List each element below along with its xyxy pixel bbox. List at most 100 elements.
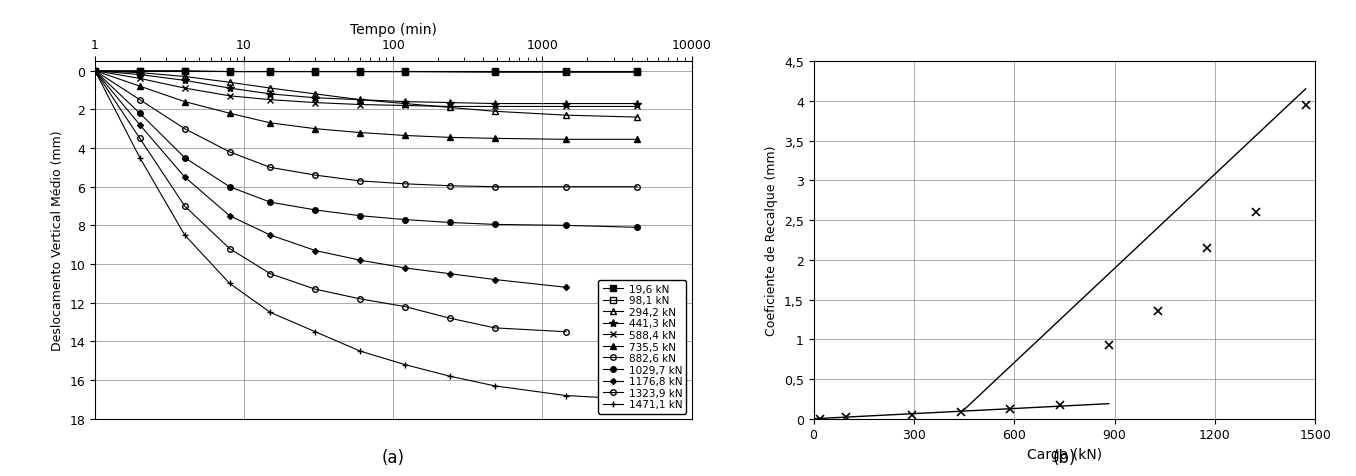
882,6 kN	[557, 185, 574, 190]
1471,1 kN	[353, 348, 369, 354]
1323,9 kN	[557, 329, 574, 335]
Y-axis label: Deslocamento Vertical Médio (mm): Deslocamento Vertical Médio (mm)	[50, 130, 64, 350]
441,3 kN	[262, 92, 278, 98]
1176,8 kN	[87, 69, 103, 74]
1029,7 kN	[397, 217, 414, 223]
735,5 kN	[262, 121, 278, 127]
1471,1 kN	[306, 329, 323, 335]
Line: 294,2 kN: 294,2 kN	[92, 69, 640, 120]
19,6 kN	[262, 69, 278, 74]
19,6 kN	[353, 69, 369, 74]
Y-axis label: Coeficiente de Recalque (mm): Coeficiente de Recalque (mm)	[765, 145, 778, 336]
588,4 kN	[353, 102, 369, 108]
1323,9 kN	[353, 297, 369, 302]
735,5 kN	[306, 127, 323, 132]
294,2 kN	[221, 80, 237, 86]
588,4 kN	[132, 76, 148, 82]
1029,7 kN	[557, 223, 574, 229]
882,6 kN	[306, 173, 323, 178]
Text: (a): (a)	[382, 448, 404, 466]
735,5 kN	[487, 136, 503, 142]
441,3 kN	[442, 100, 458, 106]
Line: 882,6 kN: 882,6 kN	[92, 69, 640, 190]
735,5 kN	[397, 133, 414, 139]
Text: (b): (b)	[1052, 448, 1077, 466]
294,2 kN	[397, 101, 414, 107]
294,2 kN	[87, 69, 103, 74]
1176,8 kN	[132, 123, 148, 129]
98,1 kN	[306, 69, 323, 75]
735,5 kN	[87, 69, 103, 74]
1176,8 kN	[306, 248, 323, 254]
1176,8 kN	[176, 175, 193, 180]
441,3 kN	[87, 69, 103, 74]
882,6 kN	[442, 183, 458, 189]
19,6 kN	[87, 69, 103, 74]
Line: 19,6 kN: 19,6 kN	[92, 69, 640, 74]
1323,9 kN	[132, 136, 148, 142]
1323,9 kN	[221, 246, 237, 252]
19,6 kN	[221, 69, 237, 74]
735,5 kN	[132, 84, 148, 90]
735,5 kN	[353, 130, 369, 136]
1323,9 kN	[397, 304, 414, 310]
98,1 kN	[557, 70, 574, 76]
882,6 kN	[397, 181, 414, 187]
Line: 441,3 kN: 441,3 kN	[91, 68, 641, 109]
588,4 kN	[176, 86, 193, 92]
1471,1 kN	[221, 281, 237, 287]
1029,7 kN	[629, 225, 645, 231]
294,2 kN	[442, 105, 458, 111]
588,4 kN	[557, 104, 574, 110]
1029,7 kN	[87, 69, 103, 74]
19,6 kN	[397, 69, 414, 74]
735,5 kN	[176, 99, 193, 105]
441,3 kN	[629, 101, 645, 107]
1029,7 kN	[132, 111, 148, 117]
1471,1 kN	[557, 393, 574, 398]
588,4 kN	[221, 94, 237, 99]
441,3 kN	[306, 96, 323, 101]
441,3 kN	[353, 98, 369, 103]
1471,1 kN	[132, 156, 148, 161]
1029,7 kN	[442, 220, 458, 226]
19,6 kN	[557, 69, 574, 74]
882,6 kN	[221, 150, 237, 156]
735,5 kN	[629, 137, 645, 143]
98,1 kN	[132, 69, 148, 74]
19,6 kN	[487, 69, 503, 74]
441,3 kN	[397, 99, 414, 105]
294,2 kN	[262, 86, 278, 92]
1176,8 kN	[487, 277, 503, 283]
Line: 1323,9 kN: 1323,9 kN	[92, 69, 568, 335]
1029,7 kN	[176, 156, 193, 161]
1176,8 kN	[221, 213, 237, 219]
588,4 kN	[306, 100, 323, 106]
1323,9 kN	[87, 69, 103, 74]
441,3 kN	[221, 86, 237, 92]
1471,1 kN	[629, 397, 645, 402]
441,3 kN	[132, 72, 148, 78]
1471,1 kN	[397, 362, 414, 367]
1323,9 kN	[176, 204, 193, 209]
1471,1 kN	[487, 383, 503, 389]
1176,8 kN	[442, 271, 458, 277]
1176,8 kN	[262, 233, 278, 238]
19,6 kN	[176, 69, 193, 74]
1471,1 kN	[87, 69, 103, 74]
588,4 kN	[262, 98, 278, 103]
1029,7 kN	[306, 208, 323, 213]
1029,7 kN	[353, 213, 369, 219]
588,4 kN	[442, 104, 458, 110]
98,1 kN	[87, 69, 103, 74]
882,6 kN	[132, 98, 148, 103]
1471,1 kN	[662, 401, 678, 407]
19,6 kN	[629, 69, 645, 74]
294,2 kN	[132, 70, 148, 76]
588,4 kN	[629, 104, 645, 110]
1323,9 kN	[262, 271, 278, 277]
294,2 kN	[487, 109, 503, 115]
Legend: 19,6 kN, 98,1 kN, 294,2 kN, 441,3 kN, 588,4 kN, 735,5 kN, 882,6 kN, 1029,7 kN, 1: 19,6 kN, 98,1 kN, 294,2 kN, 441,3 kN, 58…	[598, 280, 686, 414]
1471,1 kN	[262, 310, 278, 316]
588,4 kN	[487, 104, 503, 110]
